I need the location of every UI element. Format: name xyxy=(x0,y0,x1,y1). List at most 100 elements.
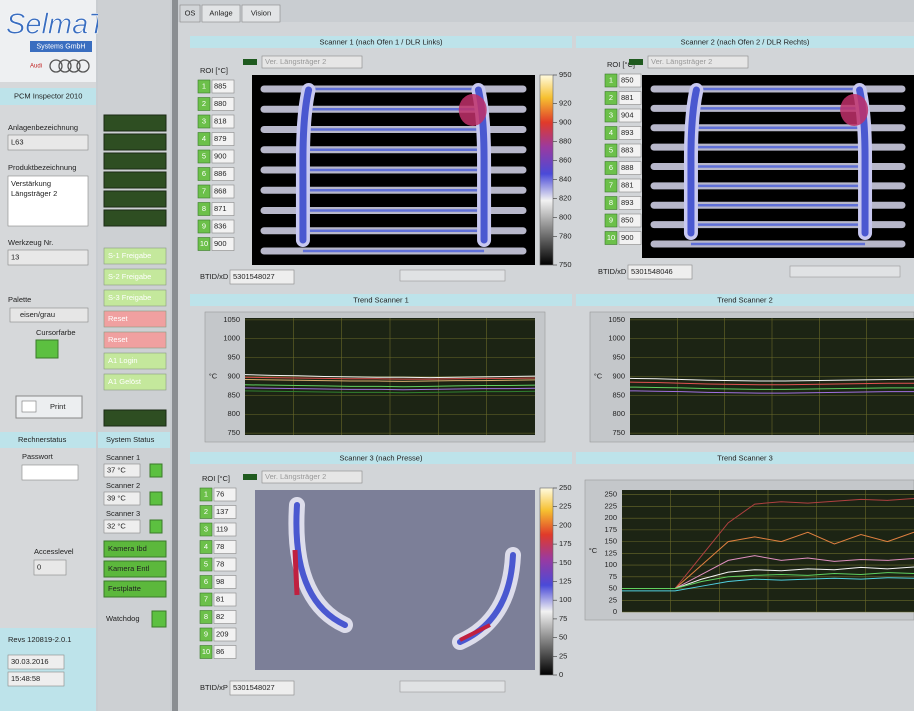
progress-bar xyxy=(399,680,506,693)
hot-spot xyxy=(840,94,869,126)
control-button-label: Reset xyxy=(108,335,129,344)
roi-field xyxy=(211,167,235,181)
roi-index-label: 3 xyxy=(202,116,206,125)
plant-value: L63 xyxy=(11,137,24,146)
roi-index-label: 3 xyxy=(204,524,208,533)
tab[interactable] xyxy=(201,4,241,23)
device-status xyxy=(103,560,167,578)
device-status xyxy=(103,540,167,558)
y-tick-label: 900 xyxy=(612,371,625,380)
color-tick-label: 125 xyxy=(559,576,572,585)
trend-line xyxy=(629,377,914,382)
roi-value: 209 xyxy=(216,629,229,638)
roi-value: 850 xyxy=(621,215,634,224)
roi-index xyxy=(199,505,213,519)
y-tick-label: 125 xyxy=(604,548,617,557)
separator xyxy=(172,0,178,711)
y-tick-label: 850 xyxy=(612,390,625,399)
panel-header xyxy=(190,294,572,306)
app-name: PCM Inspector 2010 xyxy=(14,91,82,100)
y-tick-label: 950 xyxy=(227,353,240,362)
roi-index-label: 2 xyxy=(609,93,613,102)
control-button-label: S-1 Freigabe xyxy=(108,251,151,260)
control-button[interactable] xyxy=(103,373,167,391)
panel-header xyxy=(576,452,914,464)
product-label: Produktbezeichnung xyxy=(8,163,76,172)
password-label: Passwort xyxy=(22,452,54,461)
trend-line xyxy=(244,387,536,391)
date-field xyxy=(7,654,65,670)
roi-index-label: 1 xyxy=(202,81,206,90)
color-tick-label: 750 xyxy=(559,260,572,269)
roi-index-label: 8 xyxy=(202,204,206,213)
roi-value: 893 xyxy=(621,128,634,137)
palette-value: eisen/grau xyxy=(20,310,55,319)
control-button[interactable] xyxy=(103,268,167,286)
tab[interactable] xyxy=(241,4,281,23)
tool-field[interactable] xyxy=(7,249,89,266)
y-axis-label: °C xyxy=(594,371,603,380)
roi-value: 868 xyxy=(214,186,227,195)
printer-icon xyxy=(21,400,37,413)
watchdog-led xyxy=(151,610,167,628)
control-button[interactable] xyxy=(103,352,167,370)
control-button[interactable] xyxy=(103,247,167,265)
color-tick-label: 175 xyxy=(559,539,572,548)
roi-index-label: 10 xyxy=(200,239,208,248)
palette-dropdown[interactable] xyxy=(9,307,89,323)
id-label: BTID/xD xyxy=(598,267,627,276)
y-tick-label: 0 xyxy=(613,607,617,616)
control-button-label: S-2 Freigabe xyxy=(108,272,151,281)
roi-index xyxy=(604,178,618,193)
panel-title: Trend Scanner 1 xyxy=(353,295,409,304)
roi-index xyxy=(604,108,618,123)
device-label: Festplatte xyxy=(108,584,141,593)
roi-index-label: 5 xyxy=(202,151,206,160)
panel-header xyxy=(190,452,572,464)
roi-index-label: 5 xyxy=(609,145,613,154)
scanner-temp: 32 °C xyxy=(107,521,126,530)
brand-rings xyxy=(49,59,90,73)
roi-index xyxy=(604,73,618,88)
tab[interactable] xyxy=(179,4,201,23)
roi-index-label: 8 xyxy=(204,612,208,621)
roi-field xyxy=(211,202,235,216)
roi-index-label: 2 xyxy=(202,99,206,108)
hot-streak xyxy=(459,623,491,642)
control-button[interactable] xyxy=(103,331,167,349)
device-label: Kamera Entl xyxy=(108,564,150,573)
id-label: BTID/xP xyxy=(200,683,228,692)
status-led xyxy=(149,491,163,506)
roi-index-label: 9 xyxy=(204,629,208,638)
control-button-label: A1 Gelöst xyxy=(108,377,142,386)
color-tick-label: 225 xyxy=(559,502,572,511)
trend-line xyxy=(244,379,536,382)
roi-index xyxy=(197,202,211,216)
password-field[interactable] xyxy=(21,464,79,481)
roi-index xyxy=(199,575,213,589)
y-axis-label: °C xyxy=(589,546,598,555)
roi-value: 850 xyxy=(621,75,634,84)
roi-field xyxy=(211,237,235,251)
color-tick-label: 920 xyxy=(559,98,572,107)
plant-field[interactable] xyxy=(7,134,89,151)
product-field[interactable] xyxy=(7,175,89,227)
roi-field xyxy=(211,184,235,199)
thermal-arm-core xyxy=(687,86,700,237)
roi-field xyxy=(213,610,237,624)
trend-line xyxy=(629,381,914,386)
access-value: 0 xyxy=(37,562,41,571)
roi-index-label: 1 xyxy=(204,489,208,498)
host-status: Rechnerstatus xyxy=(18,435,67,444)
roi-index xyxy=(197,184,211,199)
cursor-color[interactable] xyxy=(35,339,59,359)
control-button-label: S-3 Freigabe xyxy=(108,293,151,302)
roi-field xyxy=(618,143,642,158)
y-tick-label: 250 xyxy=(604,490,617,499)
color-bar xyxy=(539,74,554,266)
logo-bar xyxy=(30,41,92,52)
control-button[interactable] xyxy=(103,289,167,307)
control-button[interactable] xyxy=(103,310,167,328)
roi-field xyxy=(211,79,235,94)
color-tick-label: 880 xyxy=(559,136,572,145)
